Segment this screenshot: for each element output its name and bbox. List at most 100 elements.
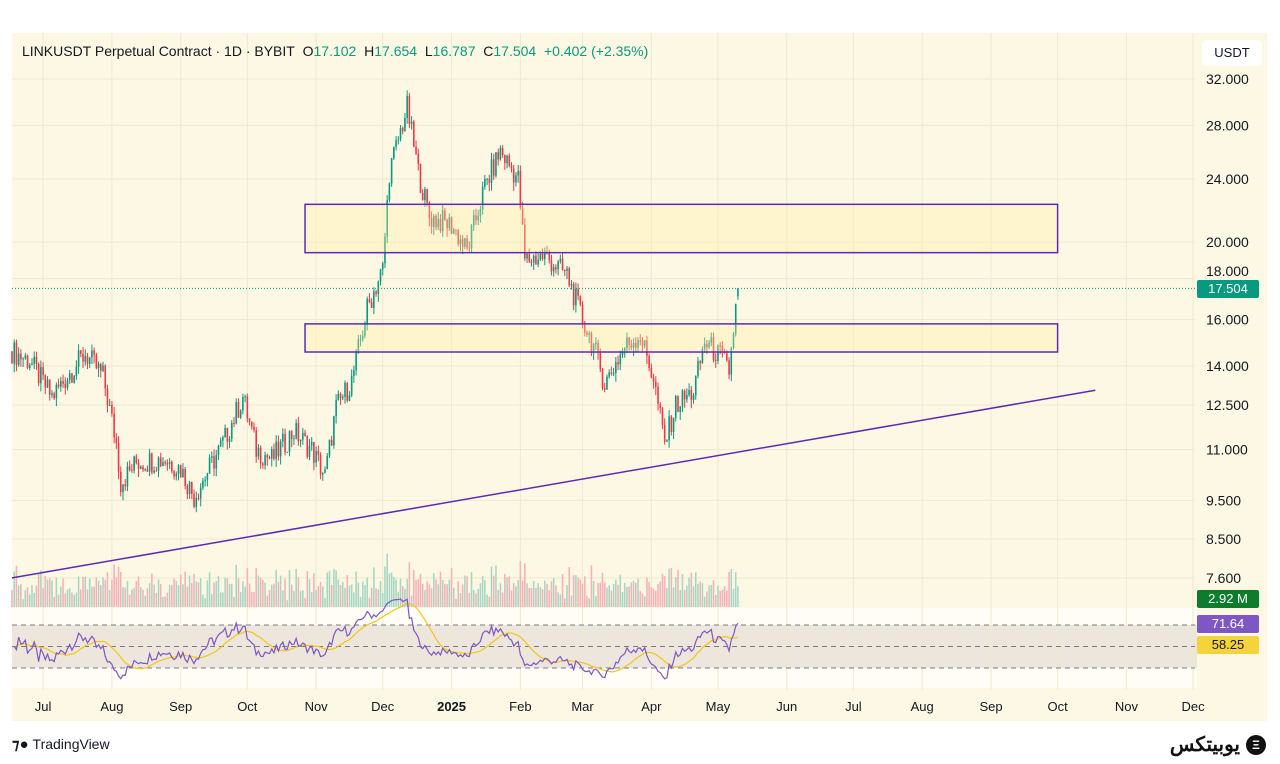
y-tick-label: 14.000 — [1206, 358, 1249, 374]
candle-body — [712, 337, 715, 360]
candle-body — [135, 456, 138, 464]
volume-bar — [155, 592, 158, 607]
candle-body — [211, 456, 213, 458]
volume-bar — [381, 592, 384, 607]
candle-body — [37, 364, 40, 384]
candle-body — [151, 453, 153, 473]
volume-bar — [100, 585, 102, 607]
volume-bar — [317, 586, 320, 607]
volume-bar — [632, 580, 635, 607]
candle-body — [317, 450, 320, 455]
volume-bar — [692, 586, 695, 607]
volume-bar — [250, 591, 253, 607]
volume-bar — [714, 594, 717, 607]
candle-body — [466, 238, 468, 248]
change-value: +0.402 (+2.35%) — [544, 43, 649, 59]
y-tick-label: 16.000 — [1206, 312, 1249, 328]
candle-body — [499, 148, 502, 160]
volume-bar — [717, 585, 719, 607]
volume-bar — [215, 580, 218, 607]
volume-bar — [683, 590, 686, 607]
volume-bar — [688, 577, 690, 607]
candle-body — [364, 323, 366, 336]
volume-bar — [17, 585, 20, 607]
volume-bar — [617, 584, 619, 607]
volume-bar — [148, 583, 151, 607]
candle-body — [726, 353, 728, 361]
volume-bar — [694, 572, 697, 607]
volume-bar — [348, 585, 351, 607]
candle-body — [512, 168, 515, 183]
volume-bar — [82, 577, 84, 607]
candle-body — [641, 340, 644, 346]
zone-box-1 — [304, 203, 1059, 254]
candle-body — [468, 247, 471, 249]
volume-bar — [490, 566, 493, 607]
candle-body — [73, 375, 75, 383]
x-tick-label: Jun — [776, 699, 797, 714]
volume-bar — [173, 578, 175, 607]
candle-body — [592, 344, 595, 353]
candle-body — [628, 337, 630, 345]
volume-bar — [197, 582, 200, 607]
volume-bar — [577, 577, 579, 607]
volume-bar — [508, 576, 511, 607]
volume-bar — [437, 584, 440, 607]
tradingview-logo[interactable]: ⁊● TradingView — [12, 736, 110, 753]
candle-body — [111, 404, 113, 414]
volume-bar — [97, 580, 100, 607]
volume-bar — [601, 572, 604, 607]
candle-body — [384, 236, 386, 264]
candle-body — [548, 253, 551, 261]
volume-bar — [690, 572, 693, 607]
candle-body — [608, 372, 610, 377]
volume-bar — [457, 581, 460, 607]
volume-bar — [44, 575, 47, 607]
candle-body — [399, 128, 402, 140]
volume-bar — [48, 578, 51, 607]
volume-bar — [721, 589, 724, 607]
volume-bar — [455, 598, 457, 607]
candle-body — [162, 462, 164, 466]
candle-body — [224, 427, 226, 438]
volume-bar — [62, 578, 64, 607]
volume-bar — [219, 592, 222, 607]
candle-body — [259, 447, 262, 464]
volume-bar — [515, 586, 517, 607]
volume-bar — [686, 585, 688, 607]
candle-body — [524, 224, 526, 259]
candle-body — [159, 457, 162, 466]
candle-body — [288, 431, 291, 452]
volume-bar — [60, 586, 62, 607]
candle-body — [124, 484, 127, 487]
volume-bar — [35, 585, 38, 607]
candle-body — [222, 437, 224, 441]
candle-body — [697, 361, 699, 377]
candle-body — [599, 351, 602, 370]
candle-body — [692, 395, 695, 401]
volume-bar — [277, 581, 280, 607]
volume-bar — [419, 573, 422, 607]
volume-bar — [262, 579, 264, 607]
candle-body — [15, 342, 18, 365]
volume-bar — [42, 588, 44, 607]
volume-bar — [530, 587, 533, 607]
candle-body — [677, 396, 679, 412]
volume-bar — [188, 575, 191, 607]
candle-body — [26, 355, 29, 368]
candle-body — [395, 140, 397, 147]
candle-body — [530, 261, 533, 263]
volume-bar — [386, 553, 388, 607]
candle-body — [42, 367, 44, 375]
candle-body — [117, 442, 120, 472]
currency-button[interactable]: USDT — [1202, 40, 1262, 66]
candle-body — [694, 376, 697, 396]
volume-bar — [379, 580, 382, 607]
volume-bar — [350, 584, 353, 607]
candle-body — [230, 422, 233, 439]
candle-body — [97, 363, 100, 369]
candle-body — [328, 439, 331, 456]
candle-body — [588, 332, 590, 335]
volume-bar — [663, 575, 666, 607]
